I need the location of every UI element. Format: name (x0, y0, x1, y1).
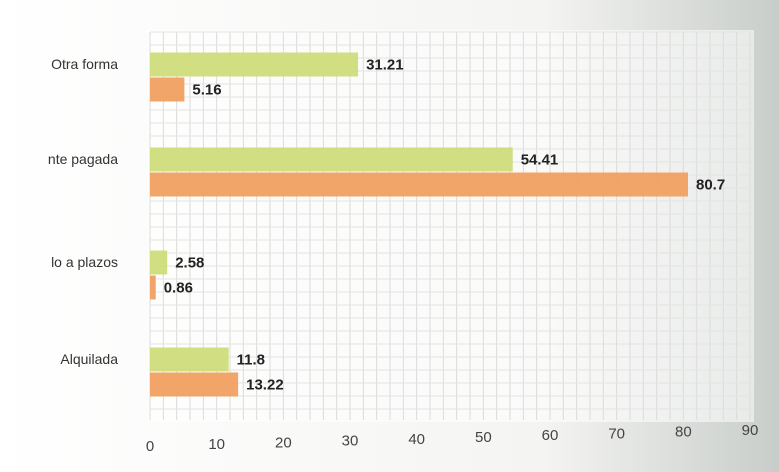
data-label: 11.8 (237, 352, 265, 369)
x-tick-label: 10 (208, 436, 225, 453)
bar-series-2 (150, 172, 688, 197)
data-label: 5.16 (192, 82, 221, 99)
bar-series-2 (150, 372, 239, 397)
x-tick-label: 20 (275, 434, 292, 451)
bar-series-1 (150, 52, 359, 77)
x-tick-label: 50 (475, 429, 492, 446)
bar-series-1 (150, 147, 513, 172)
bar-series-1 (150, 250, 168, 275)
bar-series-2 (150, 275, 156, 300)
bar-series-1 (150, 347, 229, 372)
category-label: Alquilada (60, 351, 118, 367)
bars (150, 52, 688, 397)
bar-series-2 (150, 77, 185, 102)
data-label: 0.86 (164, 280, 193, 297)
data-label: 31.21 (366, 57, 404, 74)
x-tick-label: 90 (742, 422, 759, 439)
category-label: nte pagada (48, 151, 118, 167)
x-tick-label: 40 (408, 431, 425, 448)
category-label: Otra forma (51, 56, 118, 72)
category-label: lo a plazos (51, 254, 118, 270)
x-tick-label: 30 (342, 433, 359, 450)
x-tick-label: 70 (608, 425, 625, 442)
data-label: 2.58 (175, 255, 204, 272)
data-label: 54.41 (521, 152, 559, 169)
grid (149, 31, 751, 420)
x-tick-label: 0 (146, 438, 154, 455)
x-tick-label: 60 (542, 427, 559, 444)
labels: 0 10 20 30 40 50 60 70 80 90 Otra forma 31.21 5.16 nt… (48, 56, 758, 455)
x-tick-label: 80 (675, 424, 692, 441)
data-label: 13.22 (246, 377, 284, 394)
data-label: 80.7 (696, 177, 725, 194)
